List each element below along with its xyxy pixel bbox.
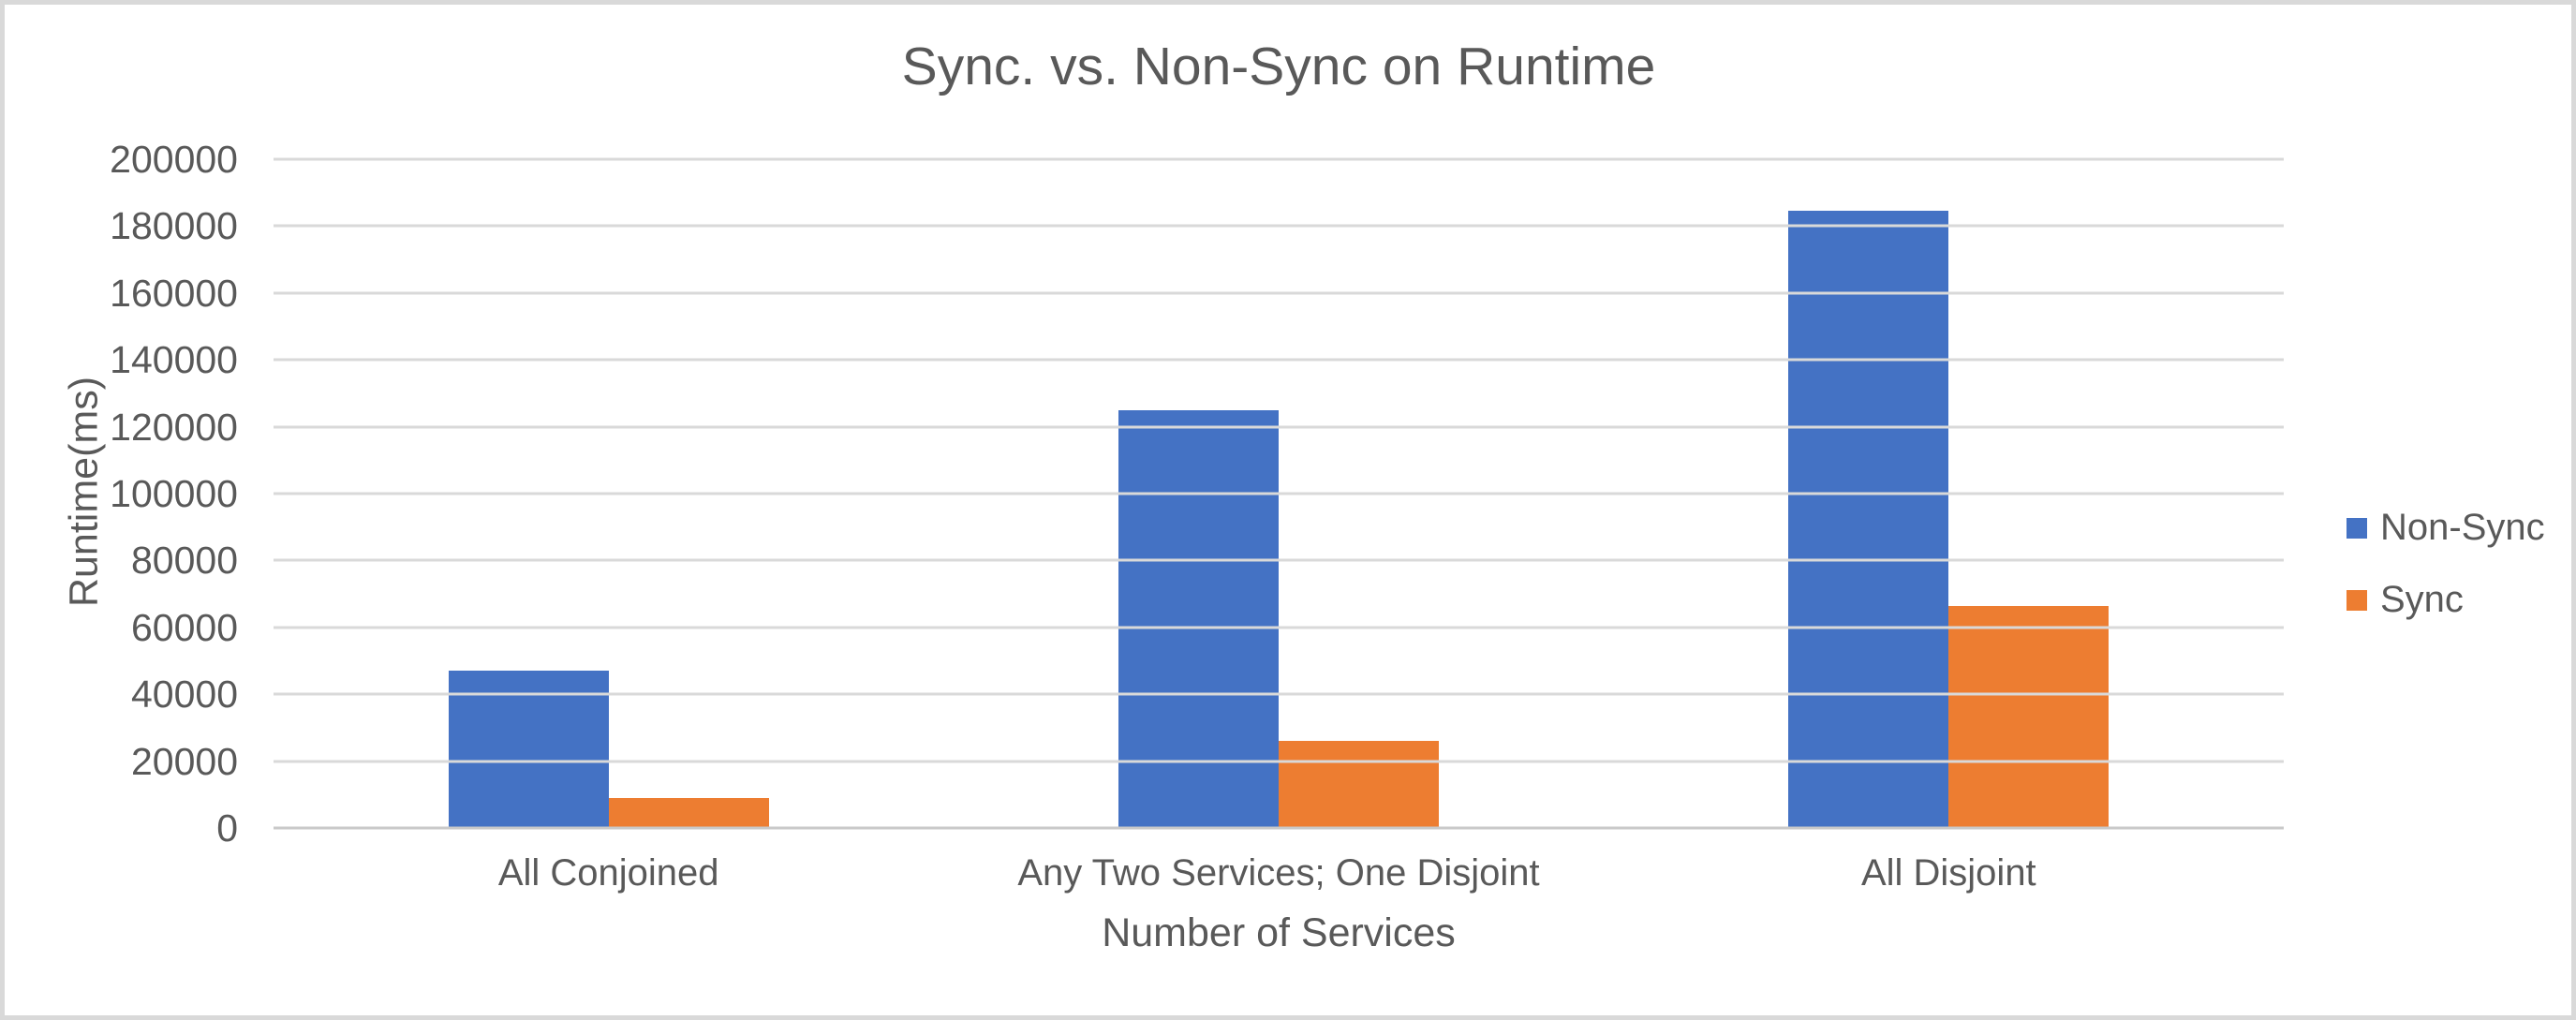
gridline <box>274 760 2284 763</box>
y-tick-label: 140000 <box>110 338 238 382</box>
gridline <box>274 492 2284 495</box>
chart-title: Sync. vs. Non-Sync on Runtime <box>901 37 1656 96</box>
bar-group <box>943 159 1613 828</box>
gridline <box>274 157 2284 161</box>
bar-group <box>1614 159 2284 828</box>
y-tick-label: 0 <box>216 806 238 850</box>
legend-item: Non-Sync <box>2347 507 2545 549</box>
gridline <box>274 692 2284 696</box>
y-tick-label: 20000 <box>130 739 238 783</box>
bar-sync <box>1278 741 1439 828</box>
x-axis-category-labels: All Conjoined Any Two Services; One Disjo… <box>274 850 2284 895</box>
y-tick-label: 80000 <box>130 539 238 583</box>
gridline <box>274 224 2284 228</box>
bar-group <box>274 159 943 828</box>
legend-swatch-icon <box>2347 517 2367 539</box>
y-tick-label: 60000 <box>130 605 238 649</box>
y-tick-label: 100000 <box>110 472 238 515</box>
legend-label: Sync <box>2380 579 2464 620</box>
plot-area <box>274 157 2284 830</box>
x-axis-title: Number of Services <box>1102 910 1456 955</box>
gridline <box>274 626 2284 629</box>
y-tick-label: 180000 <box>110 204 238 248</box>
y-tick-label: 200000 <box>110 138 238 181</box>
gridline <box>274 558 2284 562</box>
legend-swatch-icon <box>2347 589 2367 611</box>
gridline <box>274 291 2284 295</box>
y-axis-tick-labels: 0 20000 40000 60000 80000 100000 120000 140000 1… <box>0 138 238 850</box>
bar-sync <box>608 797 769 828</box>
x-category-label: All Disjoint <box>1860 852 2036 894</box>
legend-item: Sync <box>2347 579 2545 621</box>
legend: Non-Sync Sync <box>2347 507 2545 621</box>
bar-non-sync <box>1788 211 1949 828</box>
x-axis-line <box>274 826 2284 830</box>
bar-non-sync <box>448 671 609 828</box>
y-tick-label: 120000 <box>110 405 238 449</box>
legend-label: Non-Sync <box>2380 507 2545 548</box>
gridline <box>274 425 2284 429</box>
x-category-label: Any Two Services; One Disjoint <box>1017 852 1540 894</box>
y-tick-label: 160000 <box>110 271 238 315</box>
x-category-label: All Conjoined <box>497 852 719 894</box>
bar-groups <box>274 159 2284 828</box>
y-tick-label: 40000 <box>130 673 238 717</box>
gridline <box>274 358 2284 362</box>
bar-non-sync <box>1118 409 1279 828</box>
bar-sync <box>1948 605 2110 828</box>
